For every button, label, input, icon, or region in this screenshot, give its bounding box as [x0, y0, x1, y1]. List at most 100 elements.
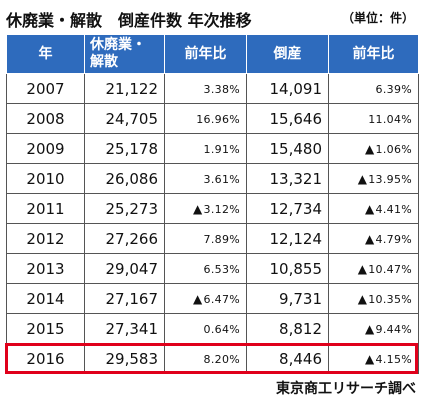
cell-closures-value: 27,341	[105, 319, 159, 338]
cell-bankruptcies: 9,731	[246, 283, 329, 314]
cell-bankruptcies-value: 15,480	[269, 139, 323, 158]
cell-yoy-closures-value: 3.61%	[203, 172, 240, 186]
cell-yoy-closures: 7.89%	[164, 223, 247, 254]
decrease-marker: ▲	[357, 291, 368, 306]
cell-closures-value: 27,266	[105, 229, 159, 248]
cell-yoy-closures-value: 16.96%	[196, 112, 240, 126]
cell-yoy-closures-value: 8.20%	[203, 352, 240, 366]
header-closures-line2: 解散	[90, 54, 118, 70]
cell-yoy-bankruptcies-value: 10.47%	[368, 262, 412, 276]
header-year: 年	[6, 34, 85, 74]
cell-bankruptcies: 8,812	[246, 313, 329, 344]
cell-bankruptcies-value: 12,124	[269, 229, 323, 248]
cell-yoy-bankruptcies: ▲1.06%	[328, 133, 419, 164]
cell-year: 2008	[6, 103, 85, 134]
cell-year-value: 2016	[26, 349, 65, 368]
cell-bankruptcies: 15,646	[246, 103, 329, 134]
cell-closures-value: 27,167	[105, 289, 159, 308]
cell-year: 2015	[6, 313, 85, 344]
cell-yoy-bankruptcies: ▲13.95%	[328, 163, 419, 194]
decrease-marker: ▲	[193, 291, 203, 306]
header-closures: 休廃業・ 解散	[84, 34, 165, 74]
source-note: 東京商工リサーチ調べ	[276, 381, 416, 397]
cell-bankruptcies-value: 9,731	[279, 289, 322, 308]
cell-yoy-closures: 16.96%	[164, 103, 247, 134]
table-row: 2012 27,266 7.89% 12,124 ▲4.79%	[6, 223, 419, 254]
cell-yoy-bankruptcies-value: 10.35%	[368, 292, 412, 306]
table-row: 2016 29,583 8.20% 8,446 ▲4.15%	[6, 343, 419, 374]
cell-closures-value: 26,086	[105, 169, 159, 188]
cell-yoy-closures: 8.20%	[164, 343, 247, 374]
cell-yoy-closures: 3.61%	[164, 163, 247, 194]
cell-year: 2014	[6, 283, 85, 314]
table-row: 2009 25,178 1.91% 15,480 ▲1.06%	[6, 133, 419, 164]
cell-year-value: 2014	[26, 289, 65, 308]
cell-yoy-bankruptcies-value: 1.06%	[375, 142, 412, 156]
header-yoy-closures: 前年比	[164, 34, 247, 74]
decrease-marker: ▲	[365, 351, 375, 366]
cell-closures: 27,341	[84, 313, 165, 344]
cell-bankruptcies-value: 15,646	[269, 109, 323, 128]
decrease-marker: ▲	[365, 321, 375, 336]
cell-yoy-closures-value: 0.64%	[203, 322, 240, 336]
cell-closures: 24,705	[84, 103, 165, 134]
cell-yoy-bankruptcies-value: 11.04%	[368, 112, 412, 126]
data-table: 年 休廃業・ 解散 前年比 倒産 前年比 2007 21,122 3.38% 14,0…	[6, 34, 419, 374]
header-bankruptcies: 倒産	[246, 34, 329, 74]
cell-bankruptcies-value: 10,855	[269, 259, 323, 278]
cell-bankruptcies: 15,480	[246, 133, 329, 164]
table-row: 2014 27,167 ▲6.47% 9,731 ▲10.35%	[6, 283, 419, 314]
cell-yoy-closures: 3.38%	[164, 73, 247, 104]
cell-year-value: 2010	[26, 169, 65, 188]
cell-closures-value: 25,273	[105, 199, 159, 218]
cell-yoy-bankruptcies: 11.04%	[328, 103, 419, 134]
cell-year-value: 2015	[26, 319, 65, 338]
cell-yoy-closures: ▲6.47%	[164, 283, 247, 314]
cell-closures-value: 24,705	[105, 109, 159, 128]
cell-year: 2010	[6, 163, 85, 194]
cell-year: 2007	[6, 73, 85, 104]
cell-yoy-closures-value: 6.47%	[203, 292, 240, 306]
cell-year: 2009	[6, 133, 85, 164]
cell-year-value: 2012	[26, 229, 65, 248]
decrease-marker: ▲	[365, 141, 375, 156]
cell-year-value: 2013	[26, 259, 65, 278]
header-row: 年 休廃業・ 解散 前年比 倒産 前年比	[6, 34, 419, 74]
cell-yoy-bankruptcies: 6.39%	[328, 73, 419, 104]
cell-closures: 27,266	[84, 223, 165, 254]
cell-yoy-bankruptcies-value: 4.41%	[375, 202, 412, 216]
cell-yoy-bankruptcies: ▲4.79%	[328, 223, 419, 254]
cell-bankruptcies-value: 12,734	[269, 199, 323, 218]
cell-yoy-bankruptcies: ▲10.35%	[328, 283, 419, 314]
cell-bankruptcies-value: 13,321	[269, 169, 323, 188]
cell-year: 2016	[6, 343, 85, 374]
cell-bankruptcies-value: 8,446	[279, 349, 322, 368]
title-bar: 休廃業・解散 倒産件数 年次推移 （単位：件）	[6, 7, 416, 30]
table-row: 2013 29,047 6.53% 10,855 ▲10.47%	[6, 253, 419, 284]
table-row: 2010 26,086 3.61% 13,321 ▲13.95%	[6, 163, 419, 194]
cell-yoy-bankruptcies-value: 4.15%	[375, 352, 412, 366]
cell-yoy-closures-value: 1.91%	[203, 142, 240, 156]
cell-year-value: 2009	[26, 139, 65, 158]
cell-bankruptcies: 12,734	[246, 193, 329, 224]
cell-closures: 29,583	[84, 343, 165, 374]
cell-closures: 21,122	[84, 73, 165, 104]
cell-bankruptcies-value: 14,091	[269, 79, 323, 98]
cell-year-value: 2007	[26, 79, 65, 98]
cell-bankruptcies: 14,091	[246, 73, 329, 104]
cell-yoy-closures: 1.91%	[164, 133, 247, 164]
cell-closures: 29,047	[84, 253, 165, 284]
cell-bankruptcies: 12,124	[246, 223, 329, 254]
decrease-marker: ▲	[357, 261, 368, 276]
decrease-marker: ▲	[365, 201, 375, 216]
cell-yoy-closures: 0.64%	[164, 313, 247, 344]
cell-bankruptcies-value: 8,812	[279, 319, 322, 338]
cell-year-value: 2008	[26, 109, 65, 128]
table-title: 休廃業・解散 倒産件数 年次推移	[6, 11, 252, 30]
cell-closures: 27,167	[84, 283, 165, 314]
cell-yoy-closures-value: 6.53%	[203, 262, 240, 276]
unit-label: （単位：件）	[341, 11, 414, 25]
cell-year: 2012	[6, 223, 85, 254]
cell-yoy-closures: ▲3.12%	[164, 193, 247, 224]
cell-yoy-closures-value: 3.38%	[203, 82, 240, 96]
